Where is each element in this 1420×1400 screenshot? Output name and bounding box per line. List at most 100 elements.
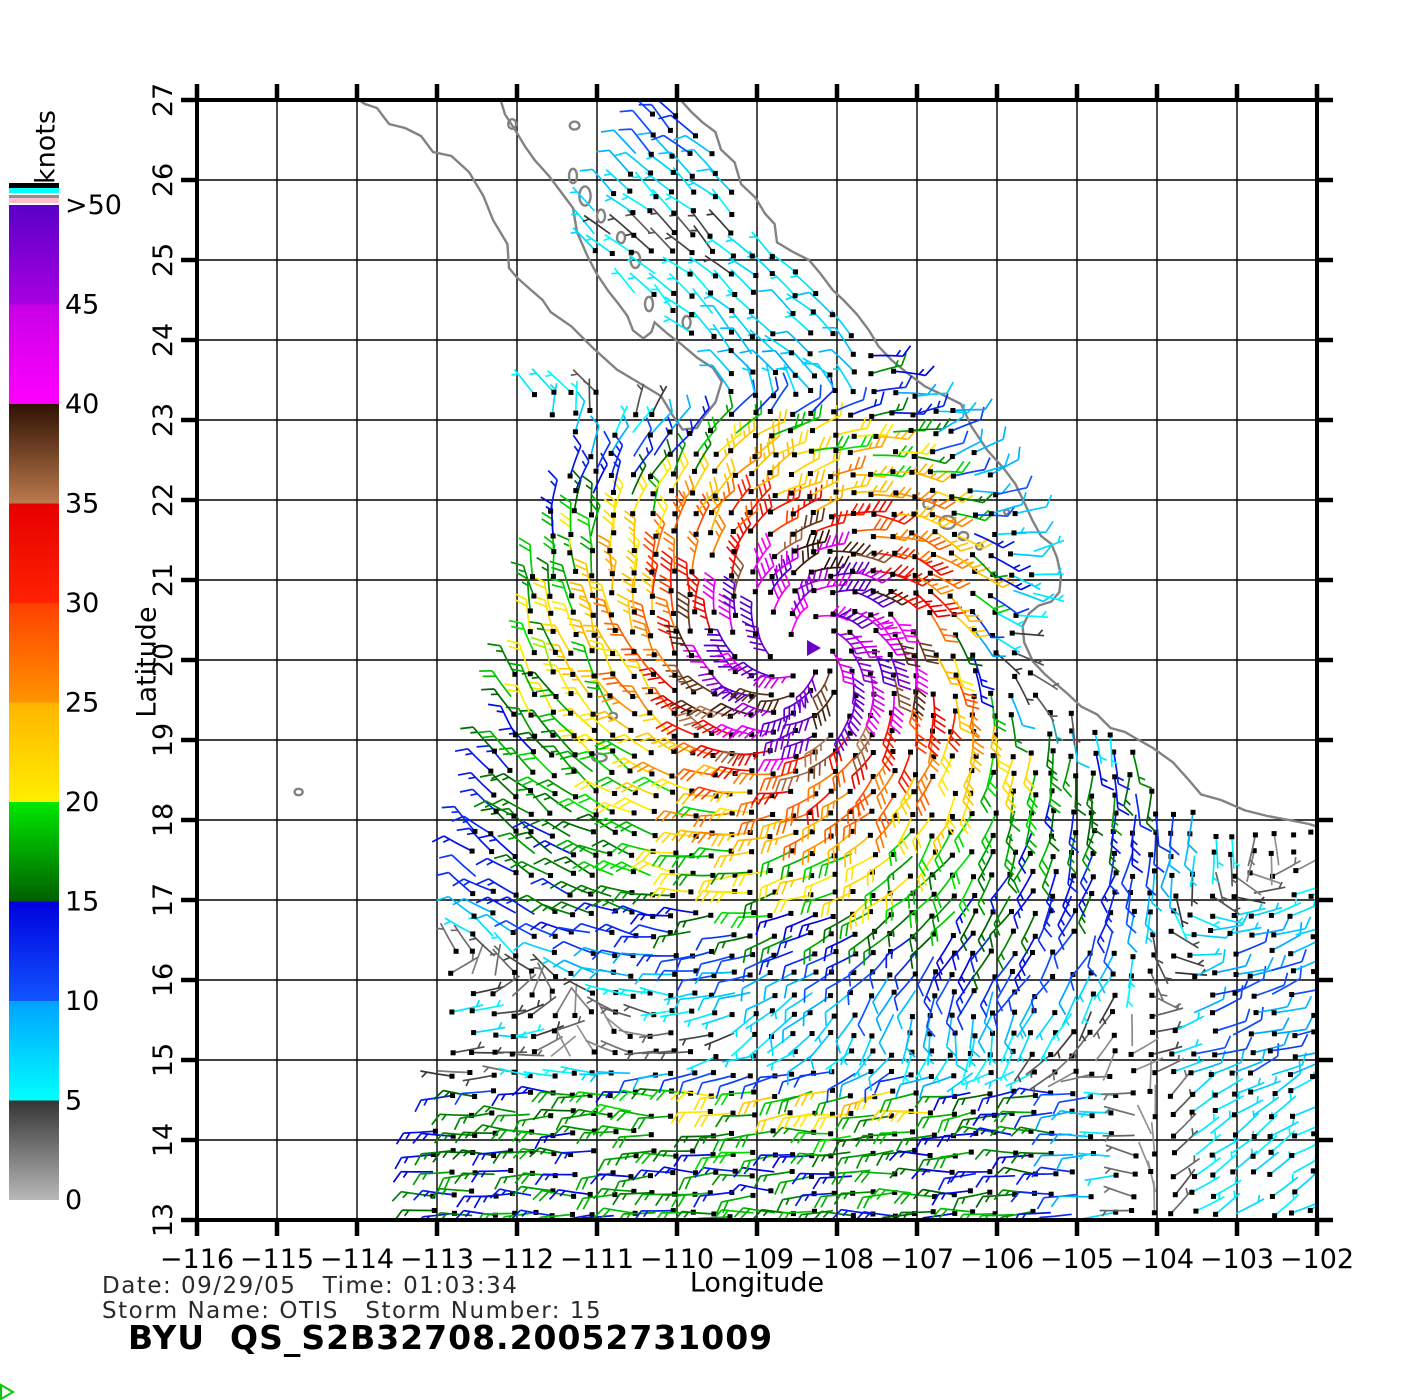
wind-barb: [473, 1191, 515, 1209]
wind-barb: [704, 1032, 735, 1051]
wind-barb: [937, 753, 955, 797]
wind-barb: [1069, 728, 1090, 769]
wind-barb: [858, 1033, 875, 1067]
wind-barb: [827, 541, 872, 556]
wind-barb: [911, 511, 955, 528]
wind-barb: [631, 1113, 674, 1130]
wind-barb: [1039, 949, 1056, 994]
wind-barb: [611, 757, 655, 777]
wind-barb: [1172, 1167, 1196, 1198]
wind-barb: [528, 620, 558, 655]
wind-barb: [1013, 888, 1036, 930]
wind-barb: [666, 272, 695, 299]
wind-barb: [487, 703, 518, 738]
wind-barb: [548, 1188, 593, 1200]
wind-barb: [615, 781, 659, 799]
wind-barb: [674, 805, 716, 819]
wind-barb: [673, 1152, 716, 1167]
wind-barb: [759, 710, 796, 737]
wind-barb: [868, 1052, 895, 1091]
wind-barb: [1289, 989, 1317, 997]
wind-barb: [582, 624, 616, 656]
wind-barb: [1029, 567, 1064, 578]
wind-barb: [545, 369, 574, 395]
wind-barb: [881, 728, 896, 772]
wind-barb: [663, 296, 695, 317]
x-tick-label: −112: [480, 1244, 554, 1275]
wind-barb: [624, 658, 654, 694]
wind-barb: [766, 1031, 796, 1057]
wind-barb: [875, 792, 897, 835]
wind-barb: [934, 950, 958, 991]
wind-barb: [940, 729, 954, 774]
wind-barb: [1096, 910, 1114, 954]
wind-barb: [653, 495, 669, 539]
wind-barb: [553, 1125, 597, 1136]
wind-barb: [1011, 520, 1054, 536]
wind-barb: [683, 1010, 718, 1028]
wind-barb: [885, 873, 913, 910]
wind-barb: [603, 168, 633, 194]
wind-barb: [703, 254, 734, 277]
wind-barb: [588, 580, 614, 618]
wind-barb: [552, 820, 596, 835]
wind-barb: [895, 1074, 934, 1098]
wind-barb: [1212, 953, 1252, 976]
wind-barb: [443, 917, 476, 937]
wind-barb: [636, 100, 655, 117]
wind-barb: [782, 912, 818, 941]
wind-barb: [797, 914, 836, 939]
mainland-mexico-coast: [678, 100, 1317, 828]
plot-frame: [195, 98, 1319, 1222]
x-tick-label: −105: [1040, 1244, 1114, 1275]
wind-barb: [633, 417, 653, 457]
wind-barb: [686, 1054, 719, 1075]
wind-barb: [952, 1189, 993, 1211]
wind-barb: [515, 776, 558, 797]
wind-barb: [686, 530, 699, 575]
wind-barb: [537, 713, 577, 739]
wind-barb: [611, 891, 655, 903]
wind-barb: [1093, 750, 1115, 791]
wind-barb: [1123, 772, 1134, 817]
wind-barb: [708, 491, 723, 536]
wind-barb: [635, 849, 679, 863]
wind-barb: [788, 594, 809, 637]
wind-barb: [1292, 1051, 1317, 1060]
wind-barb: [1195, 1131, 1222, 1156]
wind-barb: [870, 1108, 914, 1122]
wind-barb: [651, 283, 676, 313]
wind-barb: [450, 924, 475, 954]
wind-barb: [830, 578, 873, 596]
wind-barb: [1111, 792, 1123, 837]
wind-barb: [561, 686, 596, 717]
wind-barb: [482, 1065, 517, 1075]
wind-barb: [1270, 857, 1301, 879]
wind-barb: [871, 510, 916, 525]
wind-barb: [637, 131, 675, 159]
island-outline: [615, 230, 627, 245]
wind-barb: [795, 669, 818, 711]
wind-barb: [1011, 650, 1045, 667]
wind-barb: [1128, 1037, 1160, 1057]
wind-barb: [412, 1132, 456, 1144]
wind-barb: [1078, 1110, 1114, 1119]
wind-barb: [1213, 834, 1224, 869]
y-tick-label: 25: [148, 243, 179, 277]
wind-barb: [530, 953, 559, 980]
wind-barb: [753, 376, 779, 415]
wind-barb: [710, 869, 753, 885]
wind-barb: [675, 949, 715, 972]
wind-barb: [543, 535, 556, 579]
wind-barb: [953, 672, 980, 710]
wind-barb: [1150, 868, 1163, 912]
wind-barb: [772, 526, 803, 560]
wind-barb: [1148, 1041, 1183, 1058]
grid-lines: [196, 99, 1318, 1221]
wind-barb: [731, 661, 775, 682]
wind-barb: [1131, 1057, 1164, 1074]
wind-barb: [800, 889, 838, 915]
wind-barb: [535, 779, 578, 800]
wind-barb: [1057, 895, 1073, 937]
wind-barb: [1308, 829, 1314, 835]
